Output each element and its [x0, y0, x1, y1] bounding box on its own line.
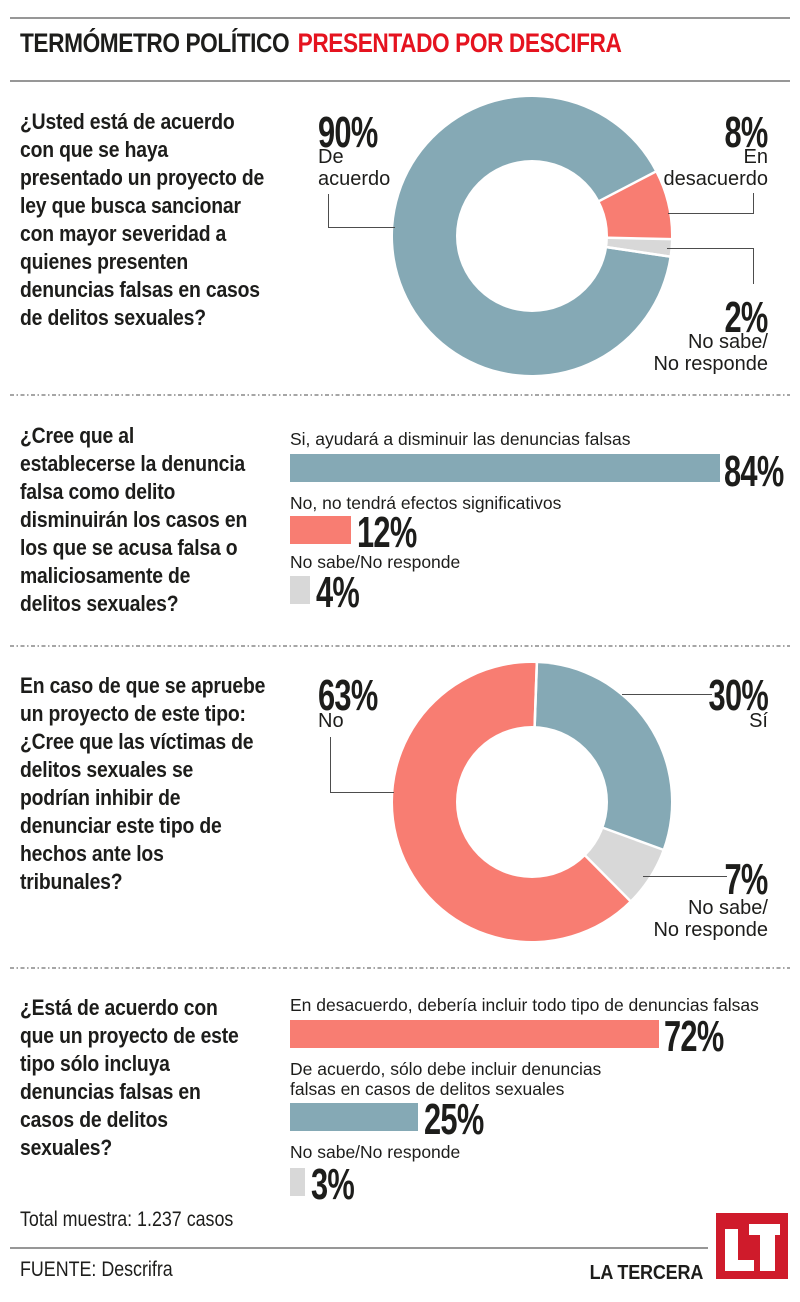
bar-no-sabe — [290, 576, 311, 604]
callout-90: 90% — [318, 111, 403, 155]
lt-logo-letter-l-foot — [725, 1260, 754, 1271]
page-title-main: TERMÓMETRO POLÍTICO — [20, 28, 290, 58]
callout-7-label: No sabe/ No responde — [653, 897, 768, 941]
lt-logo — [716, 1213, 788, 1279]
header-divider — [10, 80, 790, 82]
bar-label: De acuerdo, sólo debe incluir denuncias … — [290, 1059, 602, 1099]
bar-pct: 72% — [664, 1012, 724, 1061]
bar-label: No, no tendrá efectos significativos — [290, 493, 562, 513]
question-2: ¿Cree que al establecerse la denuncia fa… — [20, 423, 248, 616]
callout-8-label: En desacuerdo — [663, 146, 768, 190]
bar-label: No sabe/No responde — [290, 1142, 461, 1162]
source-note: FUENTE: Descrifra — [20, 1258, 173, 1281]
section-divider-2 — [10, 645, 790, 647]
callout-2-label: No sabe/ No responde — [653, 331, 768, 375]
bar-no-sabe-2 — [290, 1168, 306, 1196]
callout-8-pct: 8% — [724, 108, 769, 157]
bar-no-efectos — [290, 516, 352, 544]
bar-pct: 3% — [311, 1160, 355, 1209]
bar-pct: 25% — [424, 1095, 484, 1144]
callout-63-connector — [330, 737, 394, 793]
callout-30: 30% — [560, 674, 768, 718]
bar-en-desacuerdo — [290, 1020, 659, 1048]
callout-8: 8% — [560, 108, 769, 157]
callout-7: 7% — [560, 855, 769, 904]
callout-90-label: De acuerdo — [318, 146, 391, 190]
bar-label: Si, ayudará a disminuir las denuncias fa… — [290, 429, 631, 449]
donut-hole — [456, 726, 608, 878]
callout-2: 2% — [560, 293, 769, 342]
bar-label: No sabe/No responde — [290, 552, 461, 572]
section-divider-1 — [10, 394, 790, 396]
callout-7-connector — [643, 876, 727, 879]
callout-8-connector — [668, 193, 754, 214]
donut-chart-2 — [393, 663, 671, 941]
callout-30-label: Sí — [749, 710, 768, 732]
page-title: TERMÓMETRO POLÍTICO PRESENTADO POR DESCIF… — [20, 28, 622, 58]
callout-2-pct: 2% — [724, 293, 769, 342]
callout-63-label: No — [318, 710, 344, 732]
callout-30-pct: 30% — [708, 671, 768, 720]
donut-hole — [456, 160, 608, 312]
section-divider-3 — [10, 967, 790, 969]
callout-90-connector — [328, 194, 395, 228]
callout-90-pct: 90% — [318, 108, 378, 157]
bar-pct: 84% — [724, 447, 784, 496]
bar-pct: 4% — [316, 568, 360, 617]
question-3: En caso de que se apruebe un proyecto de… — [20, 673, 266, 894]
lt-logo-letter-t-stem — [760, 1224, 775, 1271]
bar-si-ayudara — [290, 454, 721, 482]
bar-label: En desacuerdo, debería incluir todo tipo… — [290, 995, 759, 1015]
callout-30-connector — [622, 694, 712, 697]
callout-63: 63% — [318, 674, 403, 718]
top-divider — [10, 17, 790, 19]
callout-7-pct: 7% — [724, 855, 769, 904]
question-4: ¿Está de acuerdo con que un proyecto de … — [20, 995, 239, 1160]
bar-pct: 12% — [357, 508, 417, 557]
footer-divider — [10, 1247, 708, 1249]
callout-63-pct: 63% — [318, 671, 378, 720]
question-1: ¿Usted está de acuerdo con que se haya p… — [20, 109, 265, 330]
page-title-presented-by: PRESENTADO POR DESCIFRA — [297, 28, 622, 58]
total-sample-note: Total muestra: 1.237 casos — [20, 1208, 234, 1231]
callout-2-connector — [667, 248, 754, 284]
brand-name: LA TERCERA — [589, 1262, 703, 1284]
bar-de-acuerdo — [290, 1103, 418, 1131]
donut-chart-1 — [393, 97, 671, 375]
